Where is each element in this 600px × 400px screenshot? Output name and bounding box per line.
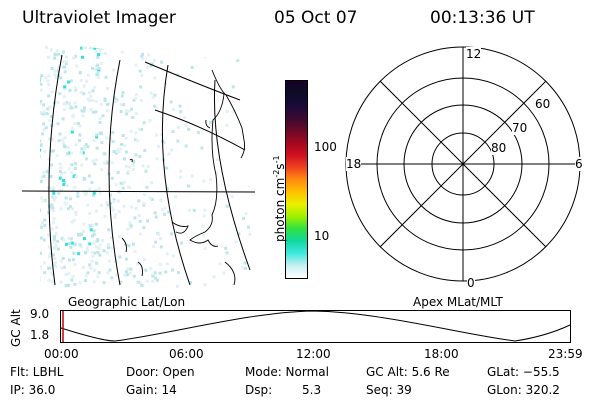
info-glon: GLon: 320.2	[487, 383, 560, 397]
apex-caption: Apex MLat/MLT	[413, 295, 503, 309]
altitude-ytick-1.8: 1.8	[30, 328, 50, 342]
coastline	[137, 261, 143, 277]
latitude-line	[21, 190, 256, 193]
info-flt: Flt: LBHL	[10, 365, 64, 379]
polar-label-0: 0	[467, 276, 475, 290]
info-seq: Seq: 39	[366, 383, 412, 397]
altitude-xtick-0600: 06:00	[169, 347, 204, 361]
polar-label-6: 6	[575, 157, 583, 171]
altitude-plot	[60, 310, 571, 343]
colorbar-tick-10: 10	[314, 229, 330, 243]
polar-label-80: 80	[491, 141, 507, 155]
altitude-curve	[60, 310, 571, 342]
polar-label-60: 60	[535, 97, 551, 111]
info-gain: Gain: 14	[126, 383, 177, 397]
polar-label-70: 70	[512, 121, 528, 135]
altitude-xtick-2359: 23:59	[548, 347, 583, 361]
info-dsp-label: Dsp:	[245, 383, 273, 397]
altitude-xtick-1800: 18:00	[424, 347, 459, 361]
uv-emission-speckle	[40, 45, 252, 288]
polar-label-18: 18	[346, 157, 362, 171]
altitude-xtick-0000: 00:00	[44, 347, 79, 361]
longitude-line	[161, 64, 191, 286]
info-gcalt: GC Alt: 5.6 Re	[366, 365, 450, 379]
polar-diagonal	[379, 80, 547, 248]
altitude-plot-frame	[60, 310, 571, 343]
coastline	[171, 221, 189, 234]
colorbar-gradient	[286, 81, 307, 278]
colorbar-tick-100: 100	[314, 140, 337, 154]
coastline	[205, 119, 211, 129]
colorbar	[285, 80, 308, 279]
altitude-ytick-9: 9.0	[30, 307, 50, 321]
longitude-line	[213, 79, 251, 271]
geographic-caption: Geographic Lat/Lon	[68, 295, 186, 309]
date-label: 05 Oct 07	[274, 8, 358, 28]
longitude-line	[108, 59, 121, 286]
coastline	[189, 93, 225, 247]
latitude-line	[144, 61, 241, 101]
altitude-ylabel: GC Alt	[9, 309, 23, 347]
coastline	[224, 261, 236, 286]
colorbar-axis-label: photon cm-2s-1	[272, 155, 287, 242]
coastline	[121, 237, 127, 253]
longitude-line	[48, 54, 63, 286]
geographic-map	[21, 45, 256, 288]
coastline	[211, 69, 246, 159]
polar-label-12: 12	[466, 47, 482, 61]
app-title: Ultraviolet Imager	[22, 8, 176, 28]
info-ip: IP: 36.0	[10, 383, 56, 397]
coastline	[129, 158, 133, 163]
info-mode: Mode: Normal	[245, 365, 329, 379]
info-glat: GLat: −55.5	[487, 365, 560, 379]
latitude-line	[154, 109, 246, 151]
altitude-xtick-1200: 12:00	[296, 347, 331, 361]
info-dsp-value: 5.3	[302, 383, 322, 397]
time-label: 00:13:36 UT	[430, 8, 535, 28]
polar-plot	[345, 46, 581, 282]
info-door: Door: Open	[126, 365, 195, 379]
